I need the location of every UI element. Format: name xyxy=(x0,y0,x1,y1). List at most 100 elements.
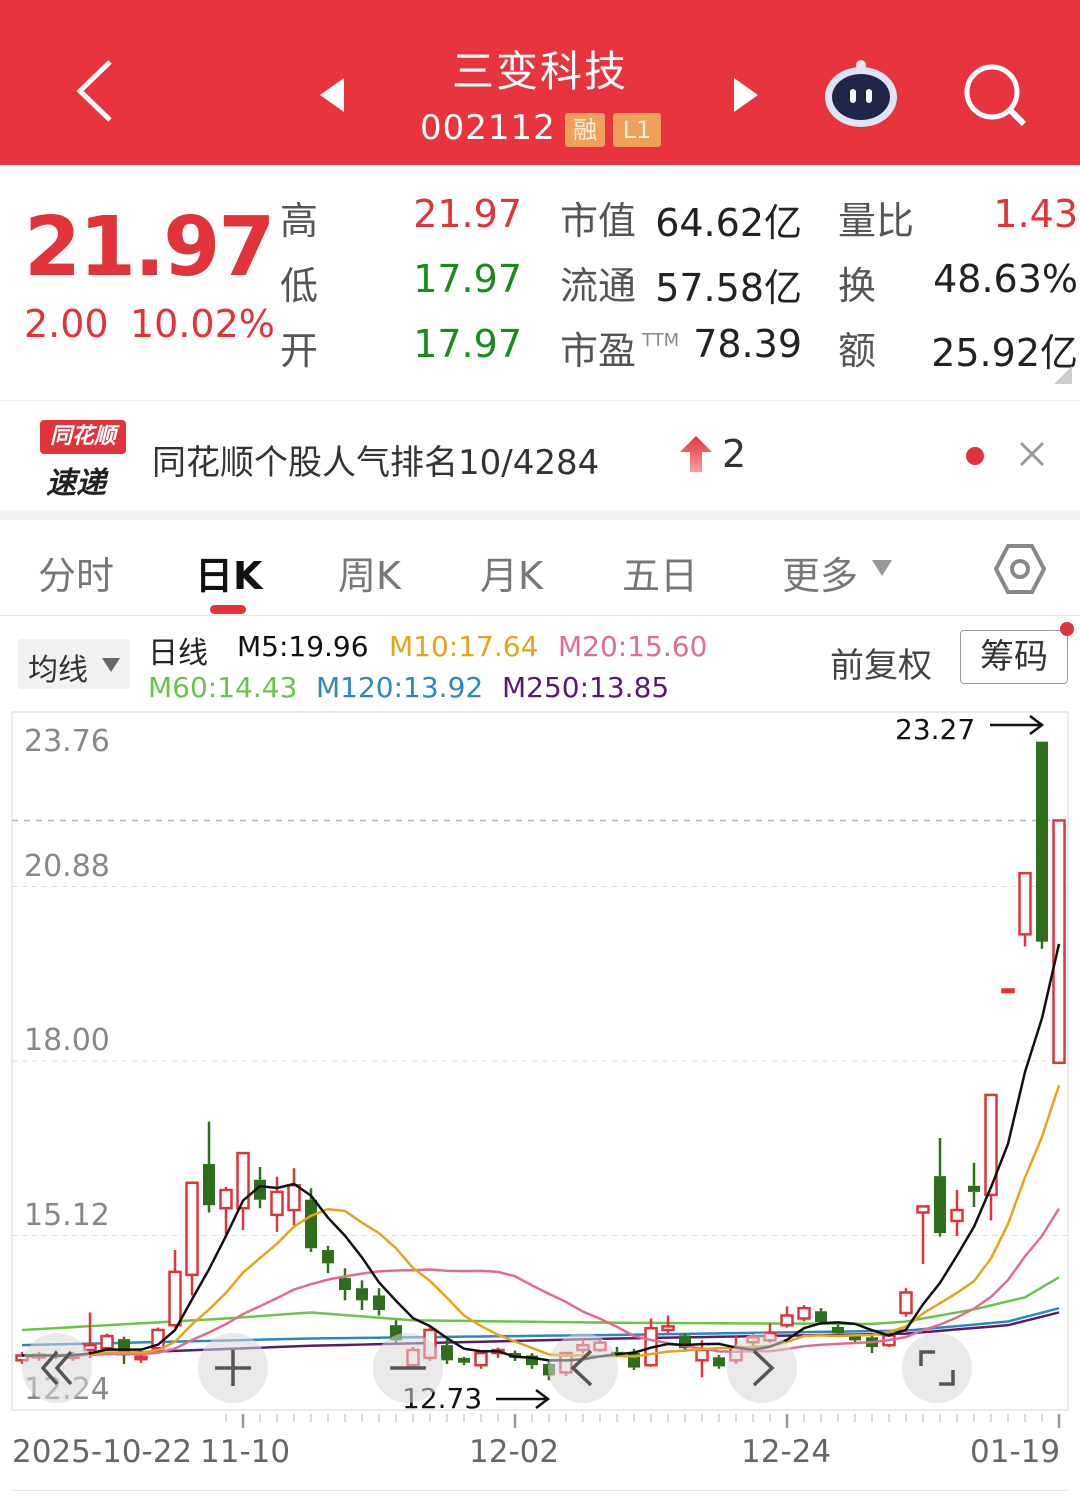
tab-weekly-k[interactable]: 周K xyxy=(338,554,401,598)
next-button[interactable] xyxy=(727,1333,797,1403)
low-value: 17.97 xyxy=(413,257,522,301)
prev-stock-triangle-icon[interactable] xyxy=(320,78,346,112)
candle-up xyxy=(1052,819,1066,1065)
turnover-value: 48.63% xyxy=(933,257,1078,301)
candle-up xyxy=(287,1183,301,1212)
open-label: 开 xyxy=(280,329,319,373)
tab-monthly-k[interactable]: 月K xyxy=(480,554,543,598)
x-axis-label: 12-02 xyxy=(469,1434,560,1470)
ma-selector[interactable]: 均线 xyxy=(18,639,130,689)
zoom-in-button[interactable] xyxy=(198,1333,268,1403)
candle-down xyxy=(968,1185,980,1192)
up-arrow-icon xyxy=(680,436,712,472)
ma250-value: M250:13.85 xyxy=(502,671,670,704)
candle-down xyxy=(713,1357,725,1367)
candle-down xyxy=(373,1295,385,1311)
mktcap-label: 市值 xyxy=(560,199,637,243)
candle-down xyxy=(509,1353,521,1358)
red-dot-icon xyxy=(966,447,984,465)
tab-more[interactable]: 更多 xyxy=(782,554,859,598)
candle-up xyxy=(916,1205,930,1214)
candle-down xyxy=(356,1288,368,1301)
x-axis-label: 12-24 xyxy=(741,1434,832,1470)
chevron-right-icon xyxy=(752,1349,775,1387)
tab-five-day[interactable]: 五日 xyxy=(622,554,699,598)
margin-badge: 融 xyxy=(565,113,605,147)
chips-button[interactable]: 筹码 xyxy=(960,630,1068,684)
candle-down xyxy=(339,1277,351,1291)
level1-badge: L1 xyxy=(613,113,661,147)
line-type-label: 日线 xyxy=(148,636,208,671)
back-chevron-icon[interactable] xyxy=(72,58,118,124)
tab-daily-k[interactable]: 日K xyxy=(195,554,263,598)
x-axis-label: 11-10 xyxy=(200,1434,291,1470)
ma10-line xyxy=(21,1084,1061,1358)
high-label: 高 xyxy=(280,199,319,243)
candle-up xyxy=(168,1270,182,1327)
zoom-out-button[interactable] xyxy=(373,1333,443,1403)
divider xyxy=(0,400,1080,401)
candle-up xyxy=(134,1355,148,1361)
candle-up xyxy=(270,1190,284,1217)
candle-up xyxy=(474,1351,488,1367)
y-axis-label: 20.88 xyxy=(24,848,110,884)
robot-assistant-icon[interactable] xyxy=(822,55,900,133)
candle-down xyxy=(305,1199,317,1249)
candle-down xyxy=(322,1250,334,1264)
candle-down xyxy=(832,1326,844,1334)
pe-label: 市盈 xyxy=(560,329,637,373)
price-change-pct: 10.02% xyxy=(130,302,275,346)
minus-icon xyxy=(390,1366,426,1370)
next-stock-triangle-icon[interactable] xyxy=(734,78,760,112)
high-annotation: 23.27 xyxy=(895,713,976,746)
last-price: 21.97 xyxy=(24,200,275,295)
ma60-line xyxy=(21,1276,1060,1332)
chevron-left-icon xyxy=(570,1349,593,1387)
mktcap-value: 64.62亿 xyxy=(655,201,802,245)
candle-up xyxy=(185,1181,199,1277)
high-value: 21.97 xyxy=(413,192,522,236)
arrow-right-icon xyxy=(990,715,1045,735)
candle-down xyxy=(441,1345,453,1361)
arrow-right-icon xyxy=(496,1389,551,1409)
pe-ttm-sup: TTM xyxy=(642,330,680,351)
chevron-down-icon xyxy=(872,560,892,576)
candle-up xyxy=(100,1334,114,1350)
ma60-value: M60:14.43 xyxy=(148,671,298,704)
stock-name: 三变科技 xyxy=(451,47,628,96)
y-axis-label: 18.00 xyxy=(24,1023,110,1058)
candle-down xyxy=(203,1164,215,1206)
search-icon[interactable] xyxy=(962,62,1030,130)
chevron-down-icon xyxy=(102,658,120,672)
ma5-value: M5:19.96 xyxy=(237,630,369,663)
scroll-left-button[interactable] xyxy=(22,1333,92,1403)
candle-up xyxy=(950,1208,964,1223)
amount-value: 25.92亿 xyxy=(931,331,1078,375)
stock-code: 002112 xyxy=(420,108,556,148)
settings-icon[interactable] xyxy=(994,543,1046,595)
prev-button[interactable] xyxy=(548,1333,618,1403)
ma10-value: M10:17.64 xyxy=(389,630,539,663)
close-icon[interactable] xyxy=(1018,440,1046,468)
candle-down xyxy=(1036,741,1048,942)
adjust-mode[interactable]: 前复权 xyxy=(830,646,932,686)
candle-up xyxy=(780,1314,794,1327)
expand-corner-icon[interactable] xyxy=(1054,366,1072,384)
rank-change: 2 xyxy=(722,432,747,476)
popularity-rank-text[interactable]: 同花顺个股人气排名10/4284 xyxy=(152,443,600,483)
ma20-value: M20:15.60 xyxy=(558,630,708,663)
ma120-line xyxy=(21,1306,1060,1347)
candle-up xyxy=(984,1093,998,1197)
y-axis-label: 15.12 xyxy=(24,1197,110,1233)
candle-up xyxy=(661,1325,675,1332)
candle-down xyxy=(934,1176,946,1234)
candle-up xyxy=(899,1291,913,1315)
low-label: 低 xyxy=(280,264,319,308)
tab-intraday[interactable]: 分时 xyxy=(38,554,115,598)
fullscreen-icon xyxy=(919,1350,955,1386)
fullscreen-button[interactable] xyxy=(902,1333,972,1403)
volratio-value: 1.43 xyxy=(993,192,1078,236)
candle-down xyxy=(526,1355,538,1366)
ths-logo-bottom: 速递 xyxy=(46,466,106,501)
